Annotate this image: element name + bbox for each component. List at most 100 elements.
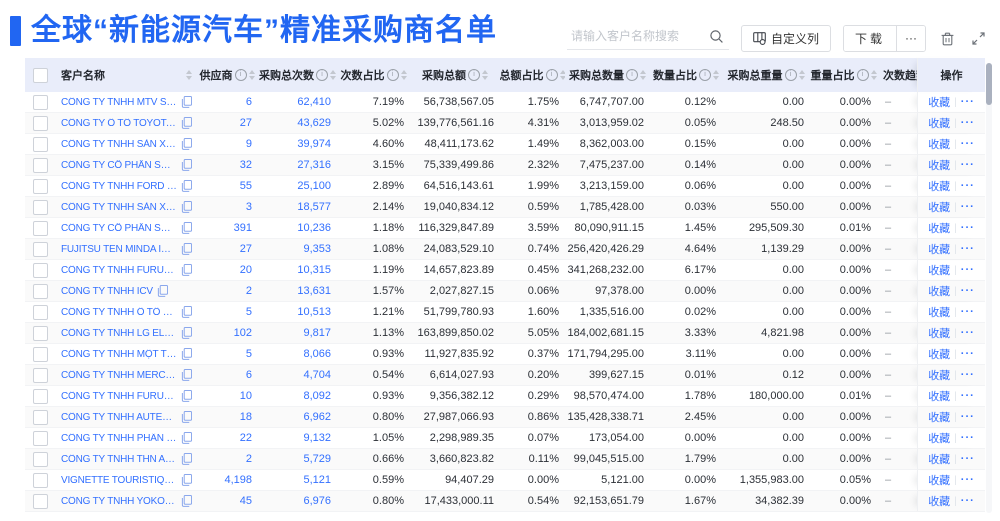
vertical-scrollbar[interactable] (986, 63, 992, 513)
row-more-button[interactable]: ··· (960, 138, 975, 150)
favorite-link[interactable]: 收藏 (928, 454, 951, 466)
row-more-button[interactable]: ··· (960, 201, 975, 213)
sort-icon[interactable] (330, 70, 336, 80)
column-header-suppliers[interactable]: 供应商 i (196, 58, 258, 92)
column-header-amount[interactable]: 采购总额 i (410, 58, 500, 92)
row-more-button[interactable]: ··· (960, 432, 975, 444)
row-more-button[interactable]: ··· (960, 369, 975, 381)
customer-name-link[interactable]: CÔNG TY TNHH ICV (61, 285, 153, 297)
row-checkbox[interactable] (32, 430, 48, 446)
copy-icon[interactable] (181, 159, 192, 171)
row-checkbox[interactable] (32, 346, 48, 362)
row-checkbox[interactable] (32, 283, 48, 299)
customer-name-link[interactable]: CÔNG TY TNHH SẢN XUẤT VÀ ... (61, 201, 177, 213)
customer-name-link[interactable]: CÔNG TY TNHH Ô TÔ MITSUBI... (61, 306, 177, 318)
delete-icon-button[interactable] (938, 29, 957, 48)
customer-name-link[interactable]: CÔNG TY TNHH MỘT THÀNH V... (61, 348, 177, 360)
copy-icon[interactable] (181, 201, 192, 213)
customer-name-link[interactable]: CÔNG TY TNHH SẢN XUẤT VÀ ... (61, 138, 177, 150)
fullscreen-icon-button[interactable] (969, 29, 988, 48)
row-checkbox[interactable] (32, 388, 48, 404)
search-icon[interactable] (709, 29, 724, 44)
row-checkbox[interactable] (32, 262, 48, 278)
copy-icon[interactable] (181, 348, 192, 360)
row-checkbox[interactable] (32, 94, 48, 110)
row-checkbox[interactable] (32, 304, 48, 320)
row-more-button[interactable]: ··· (960, 306, 975, 318)
row-more-button[interactable]: ··· (960, 243, 975, 255)
favorite-link[interactable]: 收藏 (928, 370, 951, 382)
customer-name-link[interactable]: CÔNG TY TNHH MERCEDES–B... (61, 369, 177, 381)
row-checkbox[interactable] (32, 220, 48, 236)
toolbar-more-button[interactable]: ··· (896, 25, 925, 51)
favorite-link[interactable]: 收藏 (928, 496, 951, 508)
info-icon[interactable]: i (626, 69, 638, 81)
row-more-button[interactable]: ··· (960, 411, 975, 423)
info-icon[interactable]: i (699, 69, 711, 81)
customer-name-link[interactable]: VIGNETTE TOURISTIQUE G UNI... (61, 474, 177, 486)
favorite-link[interactable]: 收藏 (928, 118, 951, 130)
row-checkbox[interactable] (32, 115, 48, 131)
info-icon[interactable]: i (856, 69, 869, 81)
row-more-button[interactable]: ··· (960, 159, 975, 171)
row-checkbox[interactable] (32, 178, 48, 194)
copy-icon[interactable] (181, 474, 192, 486)
copy-icon[interactable] (181, 222, 192, 234)
download-button[interactable]: 下载 (843, 25, 896, 51)
customer-name-link[interactable]: CÔNG TY TNHH PHÂN PHỐI T... (61, 432, 177, 444)
column-header-weight[interactable]: 采购总重量 i (722, 58, 810, 92)
column-header-purchases[interactable]: 采购总次数 i (258, 58, 337, 92)
row-more-button[interactable]: ··· (960, 222, 975, 234)
select-all-checkbox[interactable] (32, 67, 48, 83)
scrollbar-thumb[interactable] (986, 63, 992, 105)
row-checkbox[interactable] (32, 157, 48, 173)
copy-icon[interactable] (181, 117, 192, 129)
favorite-link[interactable]: 收藏 (928, 391, 951, 403)
customer-name-link[interactable]: FUJITSU TEN MINDA INDIA PVT... (61, 243, 177, 255)
column-header-quantity[interactable]: 采购总数量 i (565, 58, 650, 92)
favorite-link[interactable]: 收藏 (928, 286, 951, 298)
favorite-link[interactable]: 收藏 (928, 181, 951, 193)
row-checkbox[interactable] (32, 472, 48, 488)
copy-icon[interactable] (181, 264, 192, 276)
row-checkbox[interactable] (32, 325, 48, 341)
copy-icon[interactable] (181, 96, 192, 108)
info-icon[interactable]: i (316, 69, 328, 81)
row-more-button[interactable]: ··· (960, 390, 975, 402)
column-header-name[interactable]: 客户名称 (55, 58, 196, 92)
column-header-amount_pct[interactable]: 总额占比 i (500, 58, 565, 92)
sort-icon[interactable] (186, 70, 192, 80)
sort-icon[interactable] (870, 70, 877, 80)
customer-name-link[interactable]: CÔNG TY Ô TÔ TOYOTA VIỆT ... (61, 117, 177, 129)
info-icon[interactable]: i (386, 69, 399, 81)
column-header-count_pct[interactable]: 次数占比 i (337, 58, 410, 92)
row-more-button[interactable]: ··· (960, 264, 975, 276)
copy-icon[interactable] (181, 180, 192, 192)
sort-icon[interactable] (400, 70, 407, 80)
copy-icon[interactable] (181, 453, 192, 465)
favorite-link[interactable]: 收藏 (928, 433, 951, 445)
favorite-link[interactable]: 收藏 (928, 97, 951, 109)
customer-name-link[interactable]: CÔNG TY TNHH MTV SẢN XUẤ... (61, 96, 177, 108)
row-more-button[interactable]: ··· (960, 180, 975, 192)
favorite-link[interactable]: 收藏 (928, 475, 951, 487)
sort-icon[interactable] (559, 70, 565, 80)
copy-icon[interactable] (181, 369, 192, 381)
favorite-link[interactable]: 收藏 (928, 307, 951, 319)
customer-name-link[interactable]: CÔNG TY TNHH THN AUTOPAR... (61, 453, 177, 465)
favorite-link[interactable]: 收藏 (928, 223, 951, 235)
favorite-link[interactable]: 收藏 (928, 265, 951, 277)
info-icon[interactable]: i (545, 69, 558, 81)
row-more-button[interactable]: ··· (960, 327, 975, 339)
favorite-link[interactable]: 收藏 (928, 202, 951, 214)
sort-icon[interactable] (248, 70, 255, 80)
customer-name-link[interactable]: CÔNG TY TNHH FURUKAWA A... (61, 390, 177, 402)
customize-columns-button[interactable]: 自定义列 (740, 24, 831, 52)
info-icon[interactable]: i (234, 69, 247, 81)
info-icon[interactable]: i (468, 69, 480, 81)
row-more-button[interactable]: ··· (960, 348, 975, 360)
favorite-link[interactable]: 收藏 (928, 160, 951, 172)
row-checkbox[interactable] (32, 241, 48, 257)
info-icon[interactable]: i (784, 69, 797, 81)
sort-icon[interactable] (482, 70, 488, 80)
